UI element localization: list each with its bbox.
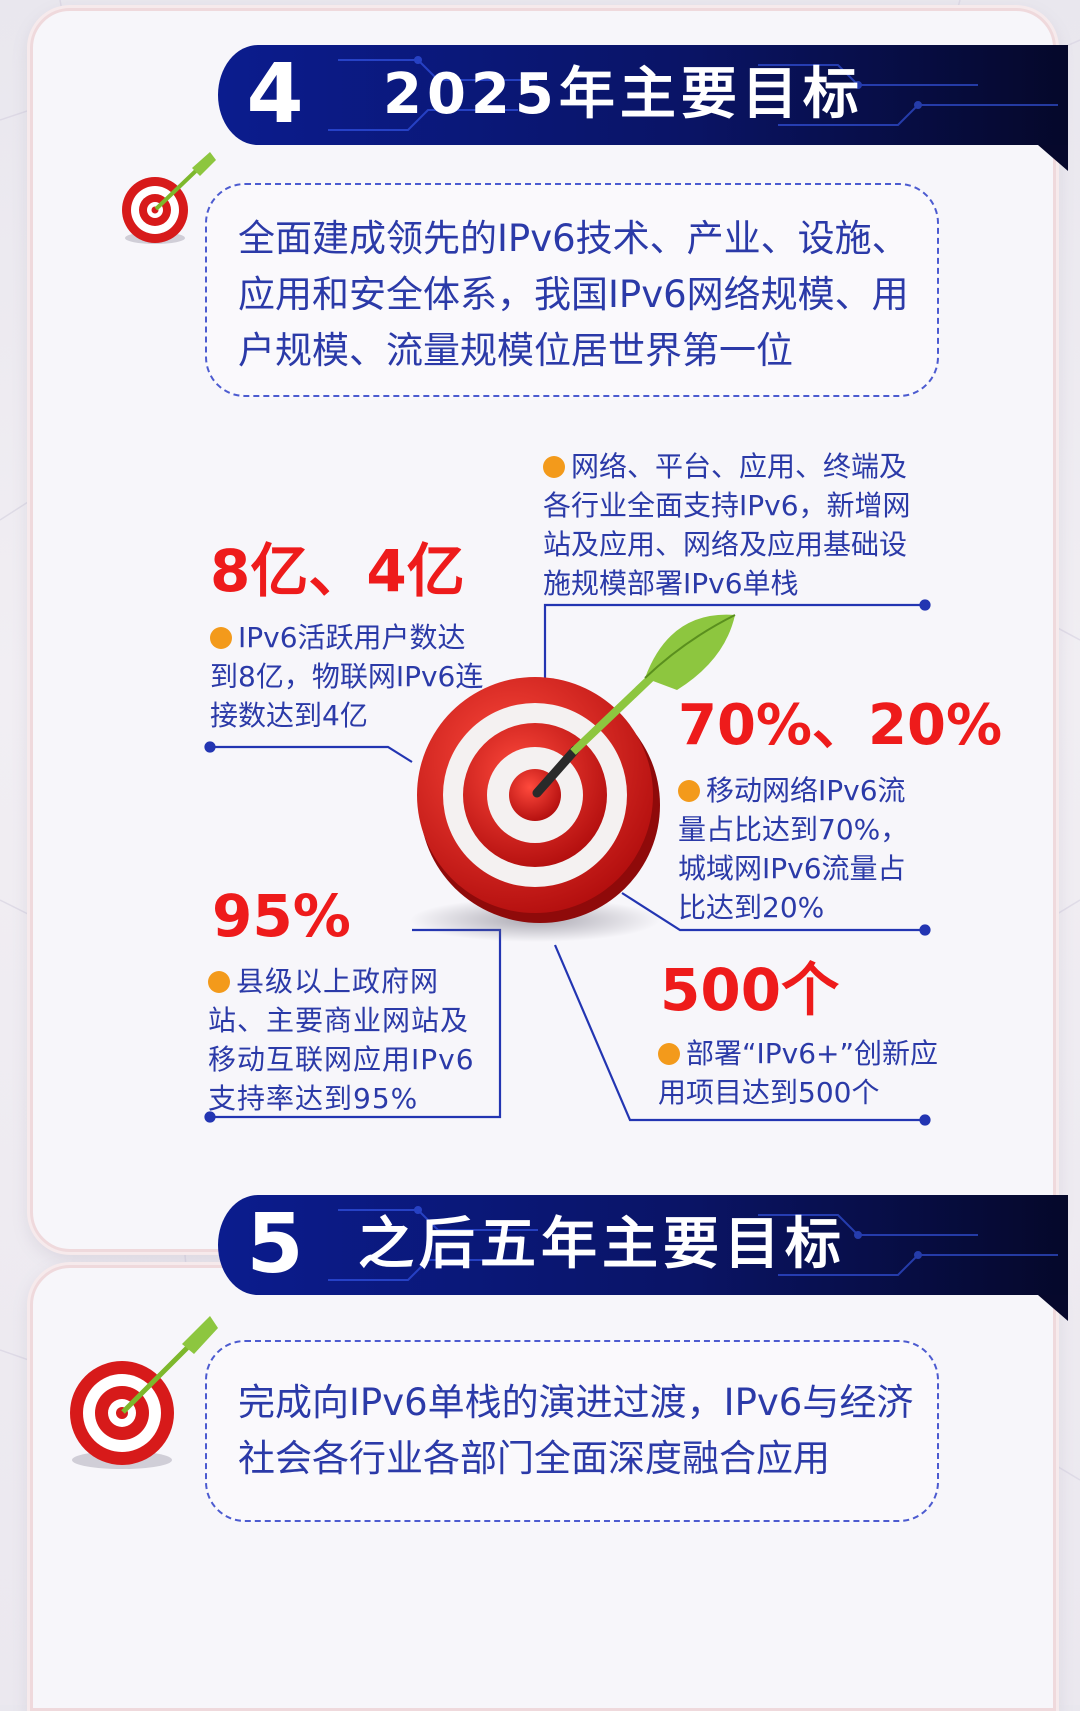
target-dart-icon	[122, 152, 216, 244]
section-5-intro-box	[205, 1340, 939, 1522]
goal-innovation-text: 部署“IPv6+”创新应用项目达到500个	[658, 1037, 939, 1109]
banner-background	[218, 45, 1068, 171]
target-dart-icon	[70, 1316, 218, 1469]
section-number: 5	[246, 1197, 304, 1292]
section-4-intro-text: 全面建成领先的IPv6技术、产业、设施、应用和安全体系，我国IPv6网络规模、用…	[238, 217, 909, 372]
bullet-dot-icon	[210, 627, 232, 649]
section-title: 2025年主要目标	[383, 62, 864, 127]
section-number: 4	[246, 47, 304, 142]
bullet-dot-icon	[208, 971, 230, 993]
goal-traffic-value: 70%、20%	[678, 693, 1003, 758]
section-title: 之后五年主要目标	[358, 1212, 846, 1277]
section-4-intro-box	[205, 183, 939, 397]
goal-websites-text: 县级以上政府网站、主要商业网站及移动互联网应用IPv6支持率达到95%	[208, 965, 475, 1115]
section-5-banner: 5 之后五年主要目标	[218, 1195, 1080, 1321]
bullet-dot-icon	[543, 456, 565, 478]
goal-traffic-text: 移动网络IPv6流量占比达到70%，城域网IPv6流量占比达到20%	[678, 774, 909, 924]
section-5-intro-text: 完成向IPv6单栈的演进过渡，IPv6与经济社会各行业各部门全面深度融合应用	[238, 1381, 914, 1480]
goal-users-text: IPv6活跃用户数达到8亿，物联网IPv6连接数达到4亿	[210, 621, 484, 732]
section-4-card	[30, 8, 1056, 1252]
goal-websites-value: 95%	[212, 882, 351, 950]
section-4-banner: 4 2025年主要目标	[218, 45, 1080, 171]
bullet-dot-icon	[678, 780, 700, 802]
bullet-dot-icon	[658, 1043, 680, 1065]
banner-background	[218, 1195, 1068, 1321]
goal-top-right-text: 网络、平台、应用、终端及各行业全面支持IPv6，新增网站及应用、网络及应用基础设…	[543, 450, 911, 600]
target-dart-icon	[410, 614, 736, 942]
goal-innovation-value: 500个	[660, 956, 840, 1024]
goal-users-value: 8亿、4亿	[210, 537, 465, 605]
